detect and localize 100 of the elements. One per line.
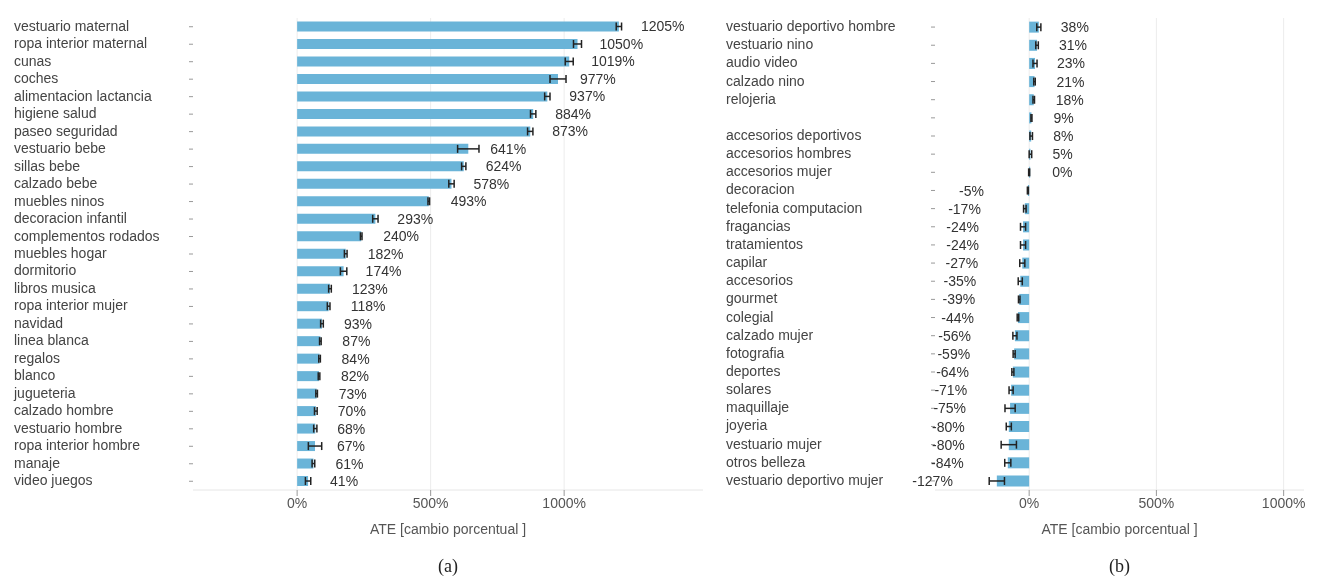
y-tick-label: vestuario nino [726,36,814,53]
y-tick-label: relojeria [726,90,777,107]
data-label: 31% [1059,37,1088,54]
data-label: 41% [330,473,359,490]
y-tick-label: sillas bebe [14,157,81,174]
data-label: 87% [342,333,371,350]
y-tick-label: telefonia computacion [726,199,863,216]
x-tick-label: 0% [287,494,308,511]
data-label: 182% [367,245,404,262]
data-label: 1205% [640,18,685,35]
y-tick-label: fragancias [726,217,791,234]
y-tick-label: decoracion [726,181,795,198]
data-label: 873% [552,123,589,140]
data-label: 70% [337,403,366,420]
y-tick-label: accesorios hombres [726,145,852,162]
data-label: -5% [958,182,984,199]
y-tick-label: accesorios mujer [726,163,833,180]
y-tick-label: ropa interior hombre [14,437,141,454]
data-label: -59% [937,345,971,362]
data-label: 937% [569,88,606,105]
data-label: 578% [473,175,510,192]
y-tick-label: coches [14,70,59,87]
data-label: 1019% [591,53,635,70]
y-tick-label: navidad [14,314,64,331]
y-tick-label: ropa interior maternal [14,35,148,52]
data-label: 61% [335,455,364,472]
data-label: 84% [341,350,370,367]
data-label: 73% [338,385,367,402]
data-label: 23% [1057,55,1086,72]
data-label: 67% [337,438,366,455]
data-label: -80% [932,418,965,435]
y-tick-label: calzado hombre [14,402,114,419]
y-tick-label: jugueteria [13,384,76,401]
y-tick-label: video juegos [14,472,93,489]
y-tick-label: ropa interior mujer [14,297,128,314]
y-tick-label: muebles ninos [14,192,105,209]
data-label: -24% [946,218,980,235]
y-tick-label: colegial [726,308,774,325]
y-tick-label: muebles hogar [14,245,107,261]
y-tick-label: libros musica [14,279,96,296]
y-tick-label: regalos [14,349,60,366]
data-label: -80% [932,436,965,453]
y-tick-label: vestuario hombre [14,419,123,436]
y-tick-label: fotografia [726,344,785,361]
data-label: 9% [1053,109,1074,126]
data-label: 82% [341,368,370,385]
data-label: -27% [945,255,979,272]
y-tick-label: complementos rodados [14,227,160,244]
y-tick-label: blanco [14,367,56,384]
text: (a) [437,556,459,577]
y-tick-label: deportes [726,363,781,379]
y-tick-label: otros belleza [726,453,806,470]
data-label: 93% [343,315,372,332]
data-label: 493% [450,193,487,210]
data-label: -44% [941,309,974,326]
x-tick-label: 500% [1138,494,1175,511]
y-tick-label: vestuario deportivo hombre [726,18,896,35]
text: (b) [1108,556,1131,577]
data-label: 240% [383,228,420,245]
data-label: 21% [1056,73,1085,90]
x-tick-label: 500% [412,494,449,511]
x-tick-label: 1000% [1261,494,1306,511]
y-tick-label: solares [726,381,772,398]
y-tick-label: vestuario maternal [14,17,130,34]
y-tick-label: calzado nino [726,72,805,89]
data-label: -64% [936,364,969,381]
data-label: -84% [931,454,964,471]
y-tick-label: manaje [14,454,61,471]
y-tick-label: higiene salud [14,105,97,122]
data-label: -127% [912,472,953,489]
data-label: 18% [1055,91,1084,108]
y-tick-label: calzado bebe [14,175,98,192]
y-tick-label: dormitorio [14,262,77,279]
data-label: 5% [1052,146,1073,163]
y-tick-label: cunas [14,52,52,69]
y-tick-label: vestuario mujer [726,435,823,452]
y-tick-label: calzado mujer [726,326,814,343]
data-label: -56% [938,327,971,344]
y-tick-label: tratamientos [726,235,804,252]
data-label: 68% [337,420,366,437]
x-tick-label: 1000% [542,494,586,511]
data-label: -35% [943,273,977,290]
y-tick-label: decoracion infantil [14,210,127,227]
data-label: 123% [351,280,388,297]
y-tick-label: gourmet [726,290,778,307]
data-label: -71% [934,382,968,399]
data-label: -24% [946,236,980,253]
data-label: 38% [1060,19,1089,36]
data-label: 174% [365,263,402,280]
data-label: 293% [397,210,434,227]
y-tick-label: capilar [726,254,768,271]
y-tick-label: vestuario bebe [14,140,107,157]
data-label: 624% [485,158,522,175]
data-label: -17% [948,200,981,217]
y-tick-label: vestuario deportivo mujer [726,471,884,488]
y-tick-label: joyeria [725,417,768,434]
data-label: -75% [933,400,967,417]
x-tick-label: 0% [1019,494,1040,511]
data-label: 884% [555,105,591,122]
y-tick-label: alimentacion lactancia [14,87,152,104]
